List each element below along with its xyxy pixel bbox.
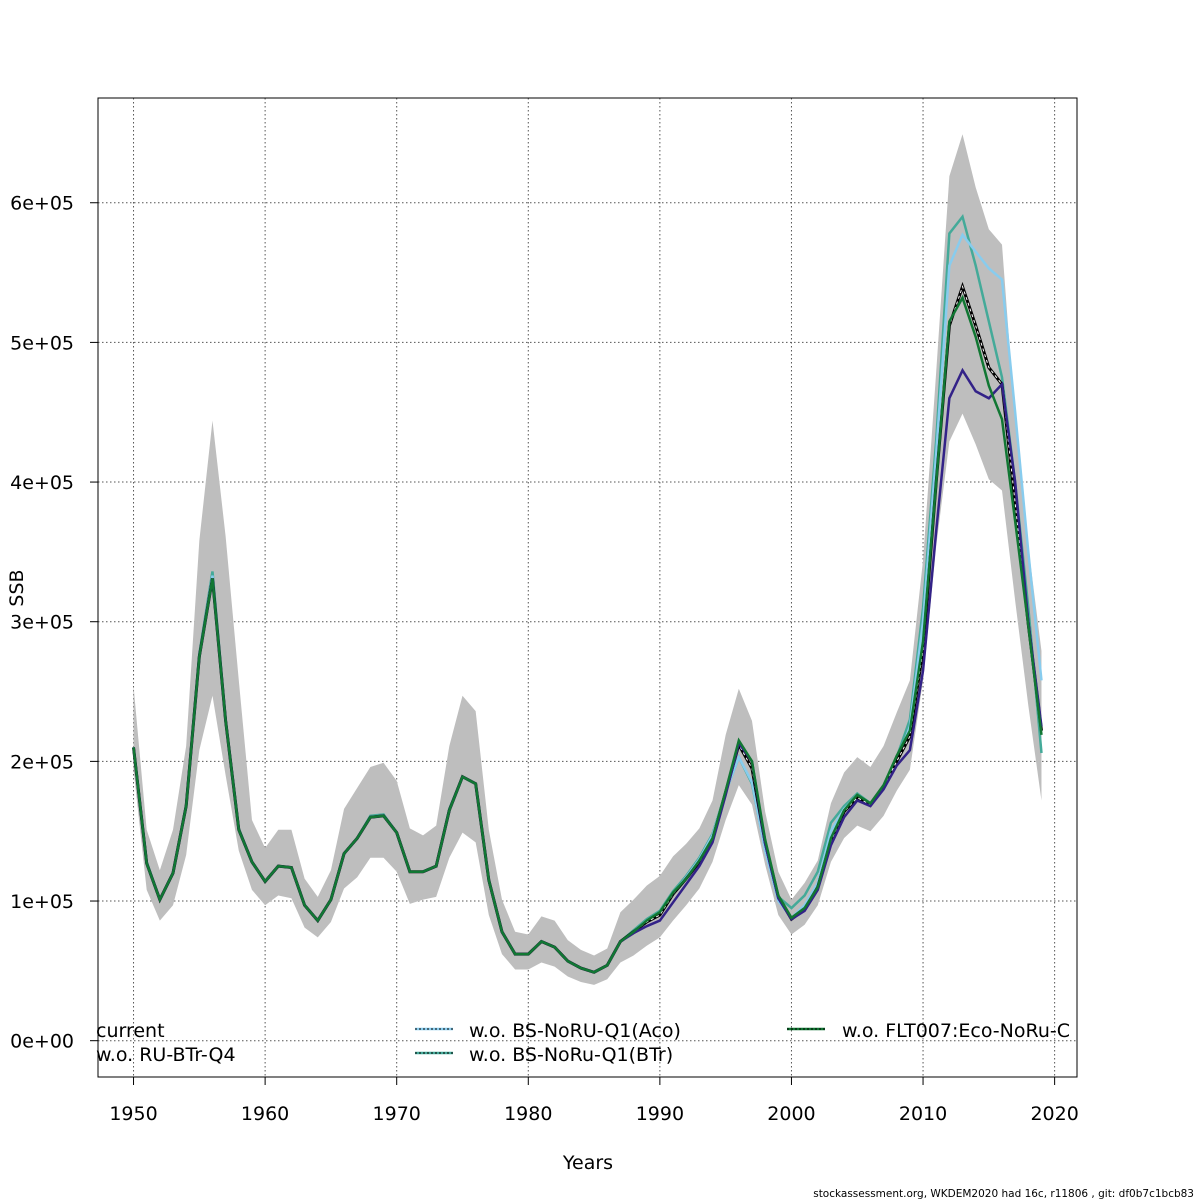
confidence-band: [133, 134, 1042, 985]
y-tick-label: 3e+05: [10, 612, 74, 634]
y-tick-label: 4e+05: [10, 472, 74, 494]
x-axis-label: Years: [562, 1152, 613, 1174]
plot-frame: [97, 97, 1078, 1078]
y-tick-label: 0e+00: [10, 1031, 74, 1053]
x-tick-label: 2000: [767, 1103, 815, 1125]
x-tick-label: 1970: [373, 1103, 421, 1125]
series-line-current-dash: [133, 284, 1042, 973]
x-tick-label: 2010: [899, 1103, 947, 1125]
legend: current w.o. RU-BTr-Q4 w.o. BS-NoRU-Q1(A…: [96, 1020, 1070, 1066]
confidence-band-area: [133, 134, 1042, 985]
y-tick-label: 1e+05: [10, 891, 74, 913]
x-tick-label: 2020: [1030, 1103, 1078, 1125]
y-tick-label: 6e+05: [10, 193, 74, 215]
legend-label-bs-noru-q1-btr: w.o. BS-NoRu-Q1(BTr): [469, 1044, 673, 1066]
axes: 1950 1960 1970 1980 1990 2000 2010 2020 0e+00 1e+…: [10, 193, 1079, 1125]
y-tick-label: 5e+05: [10, 332, 74, 354]
x-tick-label: 1960: [241, 1103, 289, 1125]
x-tick-label: 1990: [636, 1103, 684, 1125]
x-tick-label: 1980: [504, 1103, 552, 1125]
legend-label-ru-btr-q4: w.o. RU-BTr-Q4: [96, 1044, 236, 1066]
footer-text: stockassessment.org, WKDEM2020 had 16c, …: [813, 1188, 1194, 1200]
y-tick-label: 2e+05: [10, 751, 74, 773]
legend-label-bs-noru-q1-aco: w.o. BS-NoRU-Q1(Aco): [469, 1020, 681, 1042]
series-line-w-o-flt007-eco-noru-q: [132, 294, 1043, 974]
y-axis-label: SSB: [6, 569, 28, 606]
legend-label-current: current: [96, 1020, 165, 1042]
legend-label-flt007: w.o. FLT007:Eco-NoRu-C: [842, 1020, 1070, 1042]
series-lines: [132, 213, 1043, 974]
x-tick-label: 1950: [109, 1103, 157, 1125]
